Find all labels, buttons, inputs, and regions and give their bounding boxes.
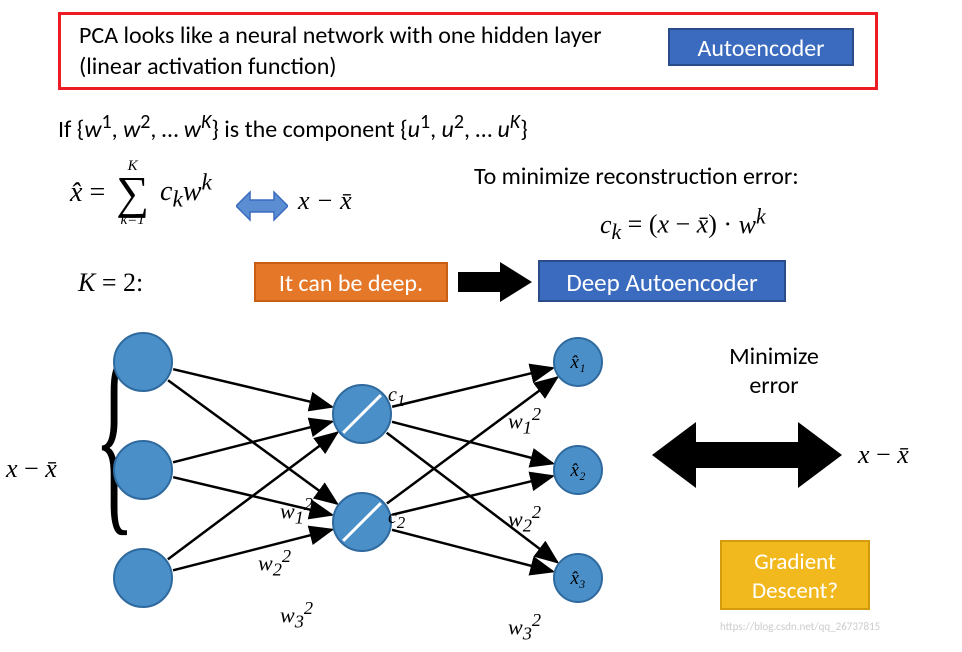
weight-label: w22 — [508, 502, 541, 537]
neural-network-diagram: x̂₁ x̂₂ x̂₃ — [0, 0, 962, 652]
watermark-text: https://blog.csdn.net/qq_26737815 — [720, 620, 880, 633]
weight-label: w32 — [508, 610, 541, 645]
svg-text:x̂₂: x̂₂ — [569, 460, 585, 481]
svg-text:x̂₃: x̂₃ — [569, 568, 585, 589]
weight-label: c1 — [388, 384, 405, 411]
svg-text:x̂₁: x̂₁ — [569, 352, 585, 373]
weight-label: w22 — [258, 546, 291, 581]
weight-label: w12 — [280, 494, 313, 529]
weight-label: w12 — [508, 404, 541, 439]
weight-label: w32 — [280, 598, 313, 633]
weight-label: c2 — [388, 506, 405, 533]
